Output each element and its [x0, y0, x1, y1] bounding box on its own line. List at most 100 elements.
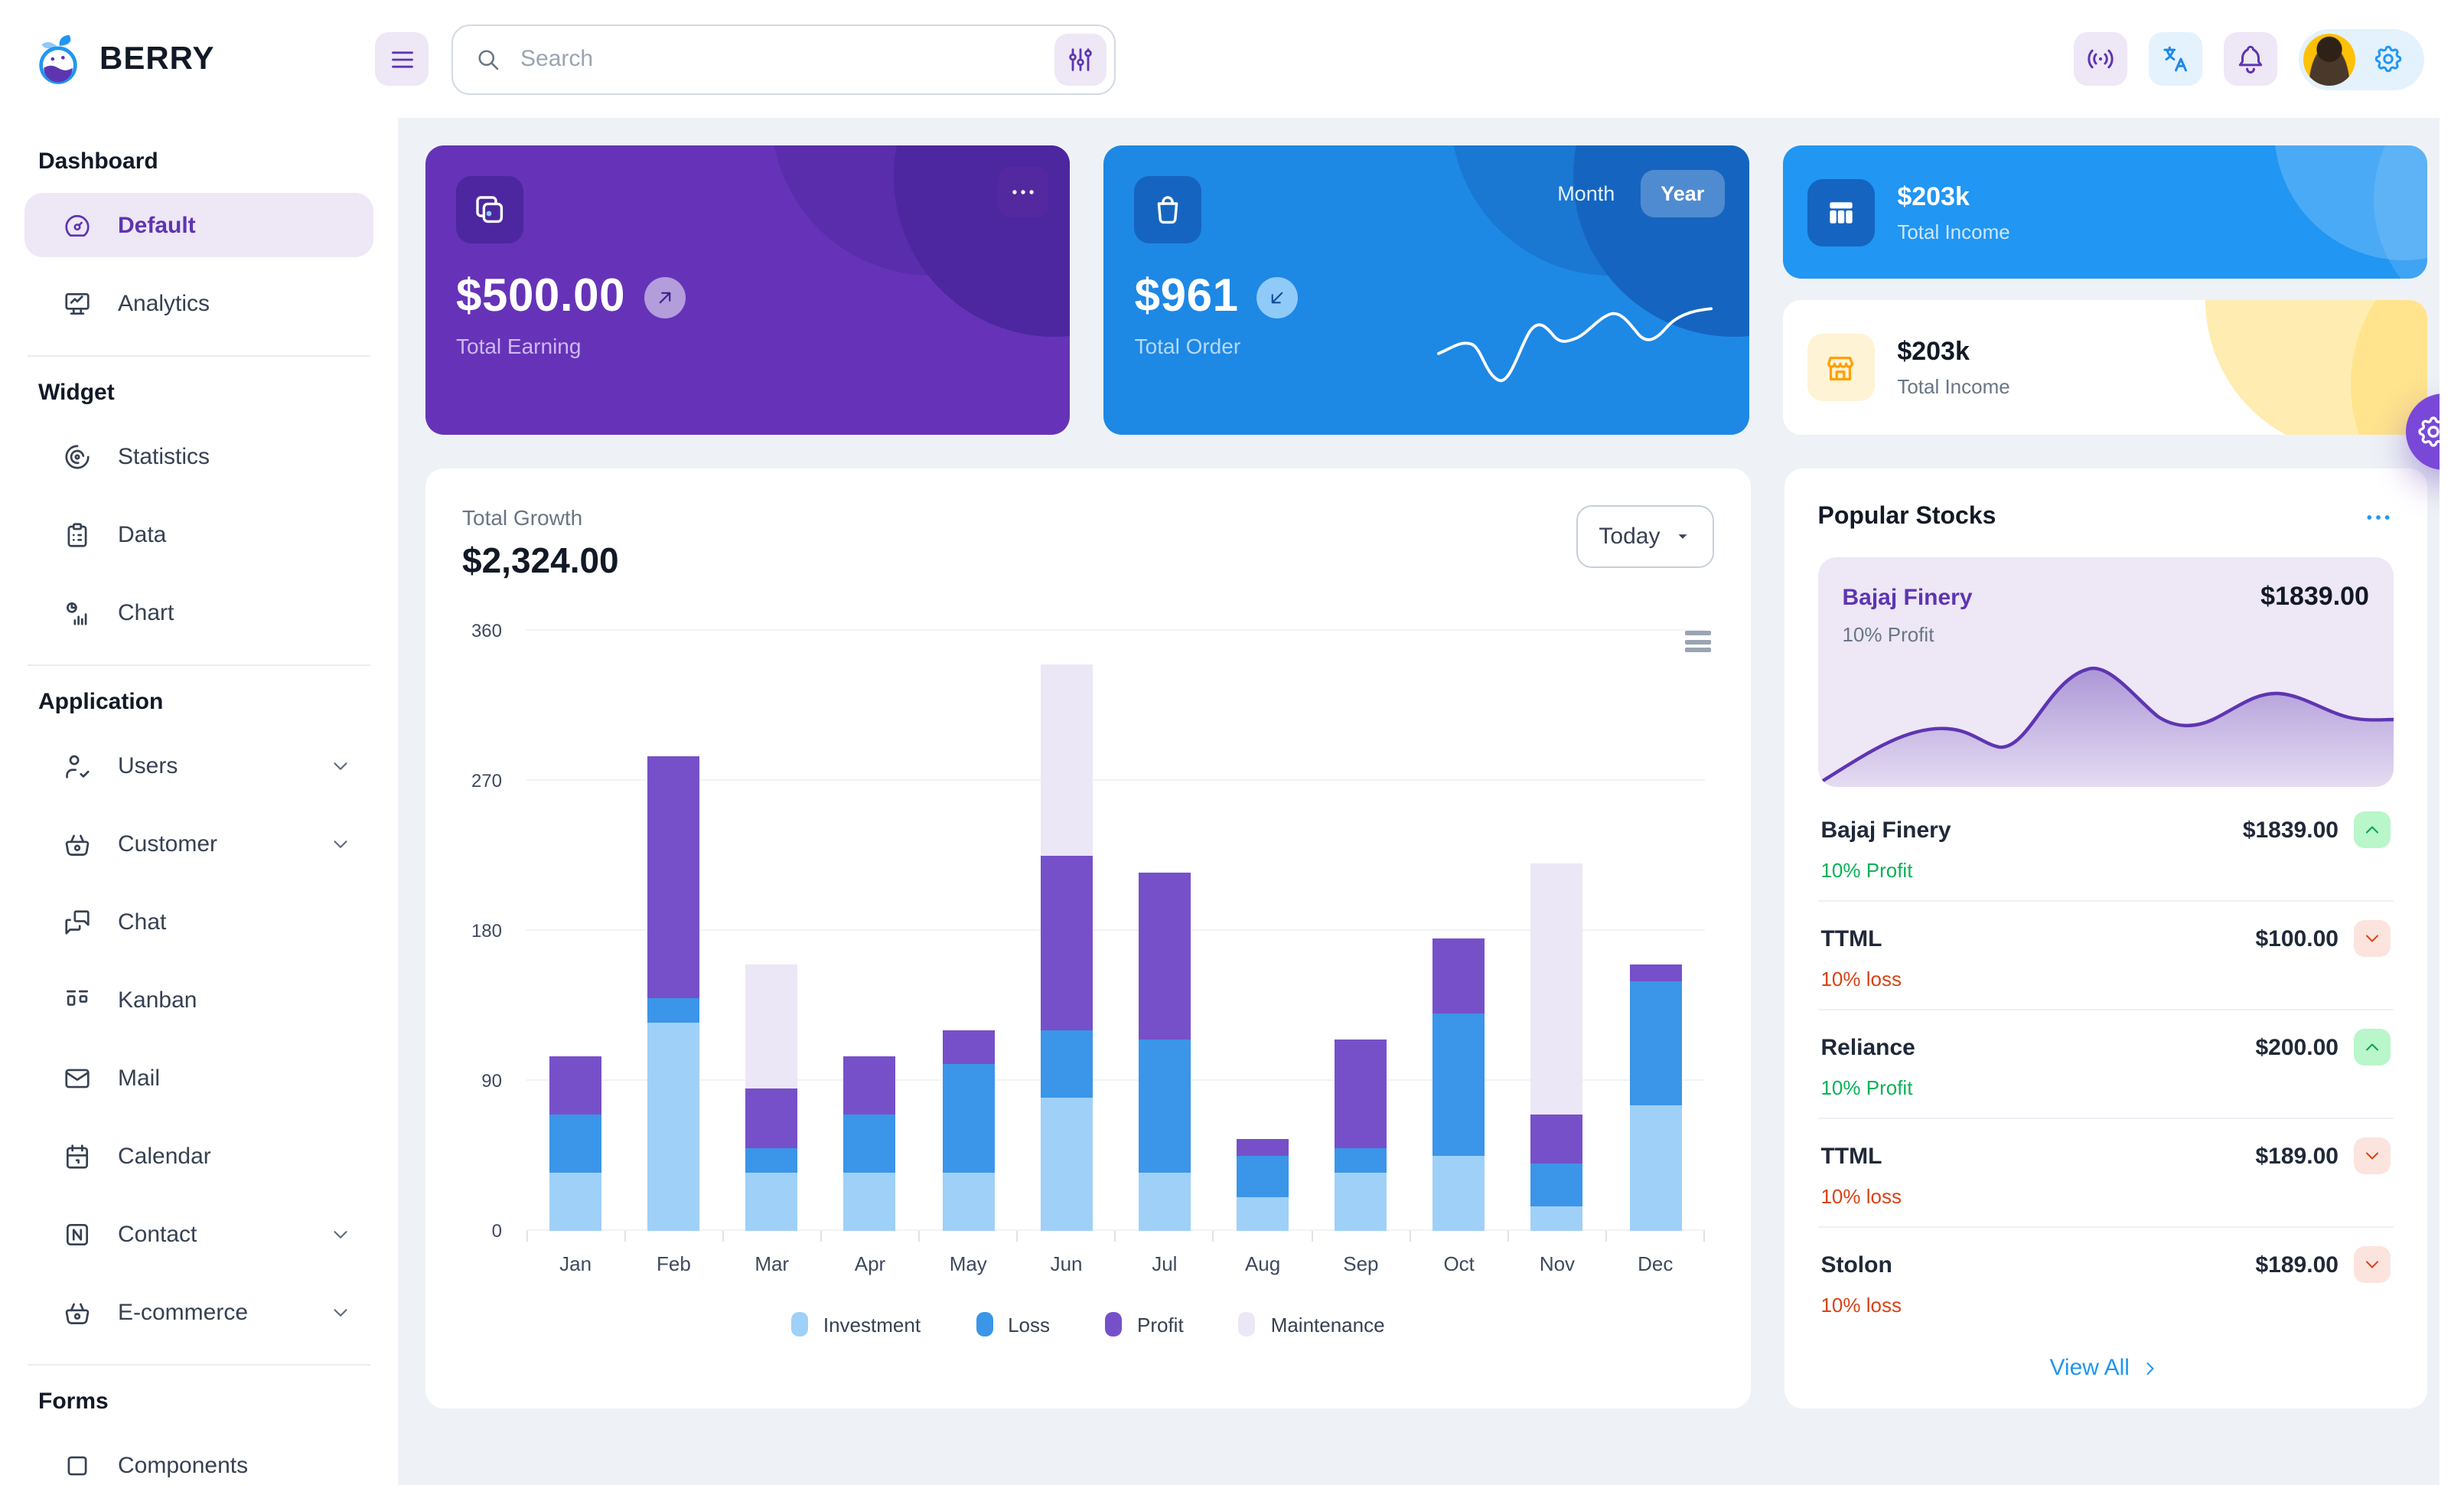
bar-segment-investment — [1040, 1097, 1093, 1231]
stock-row-ttml[interactable]: TTML $100.00 10% loss — [1817, 902, 2394, 1010]
chart-menu-icon[interactable] — [1684, 631, 1711, 652]
gridline: 90 — [481, 1070, 1705, 1092]
shopping-bag-icon — [1150, 191, 1187, 228]
main-content: $500.00 Total Earning Month Year — [398, 118, 2464, 1485]
bar-slot-sep — [1312, 631, 1410, 1231]
sidebar-item-statistics[interactable]: Statistics — [24, 424, 373, 488]
calendar-icon — [63, 1141, 92, 1170]
notifications-button[interactable] — [2224, 32, 2277, 86]
earning-menu-button[interactable] — [998, 167, 1049, 217]
brand-logo[interactable]: BERRY — [31, 31, 375, 86]
toggle-month[interactable]: Month — [1557, 182, 1615, 205]
sidebar-item-data[interactable]: Data — [24, 502, 373, 566]
stock-row-ttml[interactable]: TTML $189.00 10% loss — [1817, 1119, 2394, 1228]
brand-name: BERRY — [99, 41, 215, 76]
bar-slot-feb — [624, 631, 722, 1231]
sidebar-item-default[interactable]: Default — [24, 193, 373, 257]
growth-plot: 0 90 180 270 360 — [471, 620, 1705, 1242]
stock-price: $189.00 — [2255, 1143, 2339, 1169]
total-earning-card: $500.00 Total Earning — [425, 145, 1071, 435]
bar-slot-jan — [526, 631, 624, 1231]
bar-segment-loss — [549, 1114, 602, 1173]
stacked-bar-jan — [549, 631, 602, 1231]
sidebar-item-chart[interactable]: Chart — [24, 580, 373, 645]
stock-price: $100.00 — [2255, 925, 2339, 951]
sidebar-nav: Dashboard Default Analytics Widget Statistic… — [24, 148, 373, 1485]
mail-icon — [63, 1063, 92, 1092]
income-light-tile — [1807, 334, 1875, 401]
basket-icon — [63, 1297, 92, 1327]
caret-down-icon — [1674, 528, 1690, 545]
view-all-link[interactable]: View All — [1817, 1355, 2394, 1381]
stock-row-stolon[interactable]: Stolon $189.00 10% loss — [1817, 1228, 2394, 1335]
table-icon — [1824, 195, 1857, 229]
gauge-icon — [63, 211, 92, 240]
x-tick-label: Feb — [657, 1252, 691, 1275]
sidebar-item-components[interactable]: Components — [24, 1433, 373, 1485]
gridline: 270 — [471, 770, 1705, 791]
sidebar-item-kanban[interactable]: Kanban — [24, 968, 373, 1032]
sidebar-item-customer[interactable]: Customer — [24, 811, 373, 876]
search-icon — [474, 45, 502, 73]
sidebar-item-analytics[interactable]: Analytics — [24, 271, 373, 335]
language-button[interactable] — [2149, 32, 2202, 86]
stock-change: 10% loss — [1820, 968, 1902, 991]
order-trend-badge — [1256, 276, 1299, 318]
sidebar-item-label: Contact — [118, 1221, 197, 1247]
stock-row-reliance[interactable]: Reliance $200.00 10% Profit — [1817, 1010, 2394, 1119]
bar-segment-profit — [1335, 1039, 1387, 1148]
legend-item-profit[interactable]: Profit — [1105, 1312, 1184, 1336]
sidebar-item-label: Kanban — [118, 987, 197, 1013]
sidebar-item-e-commerce[interactable]: E-commerce — [24, 1280, 373, 1344]
featured-stock-card[interactable]: Bajaj Finery $1839.00 10% Profit — [1817, 557, 2394, 787]
stacked-bar-jun — [1040, 631, 1093, 1231]
sidebar-item-mail[interactable]: Mail — [24, 1046, 373, 1110]
user-check-icon — [63, 751, 92, 780]
legend-label: Profit — [1137, 1313, 1184, 1336]
sidebar-item-chat[interactable]: Chat — [24, 889, 373, 954]
bar-segment-profit — [1237, 1139, 1289, 1157]
top-bar: BERRY — [0, 0, 2464, 118]
stock-row-bajaj-finery[interactable]: Bajaj Finery $1839.00 10% Profit — [1817, 793, 2394, 902]
growth-legend: Investment Loss Profit Maintenance — [462, 1312, 1713, 1336]
layout-kanban-icon — [63, 985, 92, 1014]
bar-segment-profit — [745, 1088, 798, 1148]
bar-segment-loss — [1432, 1013, 1485, 1156]
stocks-title: Popular Stocks — [1817, 504, 1996, 530]
stock-trend-badge — [2353, 1029, 2391, 1066]
sidebar-item-calendar[interactable]: Calendar — [24, 1124, 373, 1188]
toggle-year[interactable]: Year — [1641, 170, 1725, 217]
stacked-bar-mar — [745, 631, 798, 1231]
sidebar-toggle-button[interactable] — [375, 32, 429, 86]
stocks-menu-button[interactable] — [2363, 502, 2394, 533]
basket-icon — [63, 829, 92, 858]
bar-segment-investment — [1335, 1172, 1387, 1231]
growth-chart: 0 90 180 270 360 Jan Feb Mar Apr May Jun Jul Aug Sep… — [462, 620, 1713, 1336]
search-input[interactable] — [517, 44, 1054, 73]
x-tick-label: May — [949, 1252, 987, 1275]
profile-menu-button[interactable] — [2299, 28, 2424, 90]
legend-item-investment[interactable]: Investment — [790, 1312, 921, 1336]
stock-name: Stolon — [1820, 1252, 1892, 1278]
sidebar-item-label: Statistics — [118, 443, 210, 469]
growth-range-select[interactable]: Today — [1576, 505, 1714, 568]
bar-segment-loss — [1530, 1164, 1583, 1206]
bar-segment-loss — [1138, 1039, 1191, 1173]
stock-trend-badge — [2353, 1246, 2391, 1283]
scrollbar-track[interactable] — [2440, 0, 2464, 1485]
broadcast-button[interactable] — [2074, 32, 2127, 86]
total-growth-card: Total Growth $2,324.00 Today 0 90 180 270 36… — [425, 468, 1751, 1408]
earning-label: Total Earning — [456, 334, 582, 358]
search-filters-button[interactable] — [1054, 33, 1107, 85]
bar-slot-apr — [821, 631, 919, 1231]
sidebar-section-title-dashboard: Dashboard — [38, 148, 158, 175]
growth-bars — [526, 631, 1704, 1231]
order-label: Total Order — [1134, 334, 1241, 358]
sidebar-item-contact[interactable]: Contact — [24, 1202, 373, 1266]
legend-item-maintenance[interactable]: Maintenance — [1238, 1312, 1385, 1336]
sidebar-item-users[interactable]: Users — [24, 733, 373, 798]
sidebar-item-label: Mail — [118, 1065, 161, 1091]
bar-segment-loss — [745, 1147, 798, 1173]
legend-item-loss[interactable]: Loss — [976, 1312, 1050, 1336]
chevron-down-icon — [329, 754, 352, 777]
